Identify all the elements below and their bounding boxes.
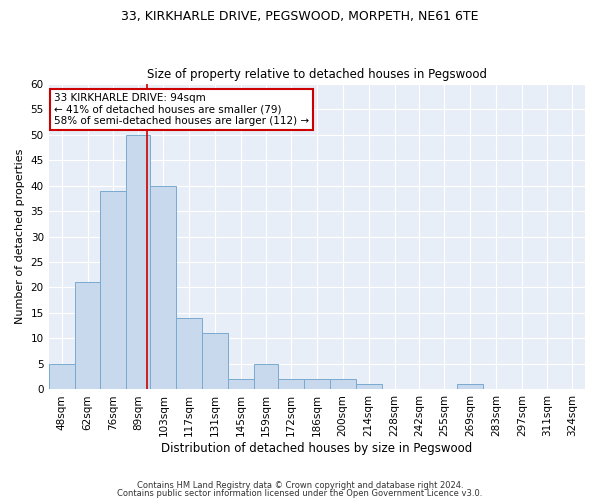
Bar	[74, 282, 100, 390]
Bar	[330, 380, 356, 390]
Text: 33 KIRKHARLE DRIVE: 94sqm
← 41% of detached houses are smaller (79)
58% of semi-: 33 KIRKHARLE DRIVE: 94sqm ← 41% of detac…	[54, 92, 309, 126]
Text: 33, KIRKHARLE DRIVE, PEGSWOOD, MORPETH, NE61 6TE: 33, KIRKHARLE DRIVE, PEGSWOOD, MORPETH, …	[121, 10, 479, 23]
Bar	[100, 190, 127, 390]
Bar	[127, 134, 151, 390]
X-axis label: Distribution of detached houses by size in Pegswood: Distribution of detached houses by size …	[161, 442, 472, 455]
Bar	[202, 334, 228, 390]
Text: Contains HM Land Registry data © Crown copyright and database right 2024.: Contains HM Land Registry data © Crown c…	[137, 481, 463, 490]
Title: Size of property relative to detached houses in Pegswood: Size of property relative to detached ho…	[147, 68, 487, 81]
Bar	[228, 380, 254, 390]
Bar	[49, 364, 74, 390]
Bar	[254, 364, 278, 390]
Bar	[176, 318, 202, 390]
Bar	[356, 384, 382, 390]
Bar	[151, 186, 176, 390]
Y-axis label: Number of detached properties: Number of detached properties	[15, 149, 25, 324]
Text: Contains public sector information licensed under the Open Government Licence v3: Contains public sector information licen…	[118, 488, 482, 498]
Bar	[457, 384, 483, 390]
Bar	[278, 380, 304, 390]
Bar	[304, 380, 330, 390]
